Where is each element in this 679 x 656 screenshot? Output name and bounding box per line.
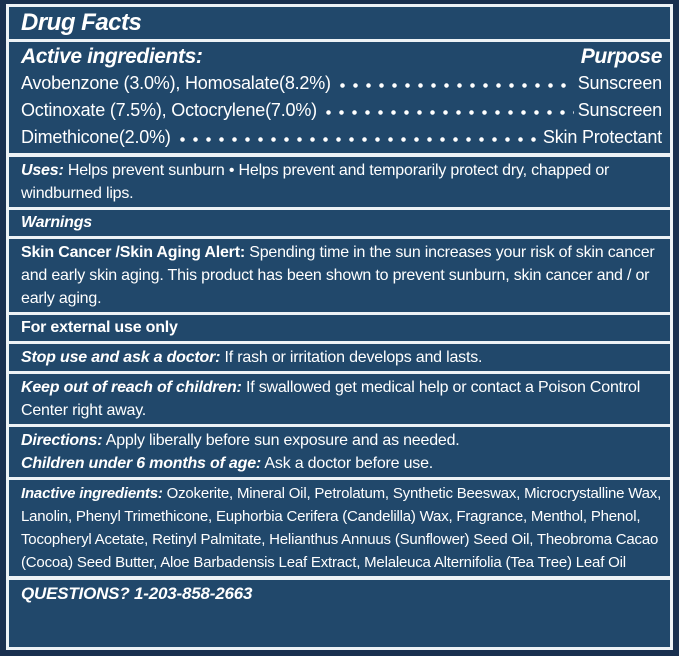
drug-facts-header: Drug Facts — [9, 7, 670, 39]
warnings-heading: Warnings — [21, 214, 93, 231]
section-divider — [9, 207, 670, 210]
questions-phone-text: QUESTIONS? 1-203-858-2663 — [21, 584, 253, 603]
uses-section: Uses: Helps prevent sunburn • Helps prev… — [9, 157, 670, 207]
section-divider — [9, 312, 670, 315]
stop-use-text: If rash or irritation develops and lasts… — [224, 349, 483, 366]
active-ingredient-row: Octinoxate (7.5%), Octocrylene(7.0%) Sun… — [21, 97, 662, 124]
inactive-ingredients-text: Ozokerite, Mineral Oil, Petrolatum, Synt… — [21, 485, 662, 571]
keep-out-lead: Keep out of reach of children: — [21, 379, 242, 396]
section-divider — [9, 341, 670, 344]
ingredient-purpose: Sunscreen — [577, 100, 662, 120]
ingredient-name: Avobenzone (3.0%), Homosalate(8.2%) — [21, 73, 331, 93]
external-use-section: For external use only — [9, 315, 670, 341]
children-under-6-text: Ask a doctor before use. — [264, 455, 434, 472]
keep-out-section: Keep out of reach of children: If swallo… — [9, 374, 670, 424]
stop-use-section: Stop use and ask a doctor: If rash or ir… — [9, 344, 670, 371]
uses-lead: Uses: — [21, 162, 64, 179]
uses-text: Helps prevent sunburn • Helps prevent an… — [21, 162, 610, 202]
label-frame: Drug Facts Active ingredients: Purpose A… — [6, 4, 673, 650]
dot-leader — [335, 70, 574, 97]
active-ingredients-heading: Active ingredients: — [21, 45, 203, 68]
section-divider — [9, 39, 670, 42]
section-divider — [9, 424, 670, 427]
purpose-heading: Purpose — [580, 45, 663, 68]
section-divider — [9, 236, 670, 239]
section-divider — [9, 477, 670, 480]
skin-cancer-alert-section: Skin Cancer /Skin Aging Alert: Spending … — [9, 239, 670, 312]
skin-cancer-alert-text: Spending time in the sun increases your … — [21, 244, 655, 307]
inactive-ingredients-section: Inactive ingredients: Ozokerite, Mineral… — [9, 480, 670, 576]
active-ingredients-section: Active ingredients: Purpose Avobenzone (… — [9, 42, 670, 153]
keep-out-text: If swallowed get medical help or contact… — [21, 379, 641, 419]
dot-leader — [175, 124, 539, 151]
section-divider — [9, 576, 670, 580]
ingredient-purpose: Skin Protectant — [542, 127, 662, 147]
directions-lead: Directions: — [21, 432, 103, 449]
external-use-heading: For external use only — [21, 319, 178, 336]
skin-cancer-alert-lead: Skin Cancer /Skin Aging Alert: — [21, 244, 245, 261]
ingredient-name: Octinoxate (7.5%), Octocrylene(7.0%) — [21, 100, 317, 120]
section-divider — [9, 153, 670, 157]
section-divider — [9, 371, 670, 374]
drug-facts-title: Drug Facts — [21, 9, 142, 36]
active-ingredients-header-row: Active ingredients: Purpose — [21, 44, 662, 70]
ingredient-purpose: Sunscreen — [577, 73, 662, 93]
directions-text: Apply liberally before sun exposure and … — [105, 432, 460, 449]
active-ingredient-row: Dimethicone(2.0%) Skin Protectant — [21, 124, 662, 151]
inactive-ingredients-lead: Inactive ingredients: — [21, 485, 163, 502]
ingredient-name: Dimethicone(2.0%) — [21, 127, 171, 147]
dot-leader — [321, 97, 574, 124]
warnings-section: Warnings — [9, 210, 670, 236]
directions-section: Directions: Apply liberally before sun e… — [9, 427, 670, 477]
stop-use-lead: Stop use and ask a doctor: — [21, 349, 221, 366]
questions-section: QUESTIONS? 1-203-858-2663 — [9, 580, 670, 608]
active-ingredient-row: Avobenzone (3.0%), Homosalate(8.2%) Suns… — [21, 70, 662, 97]
children-under-6-lead: Children under 6 months of age: — [21, 455, 262, 472]
